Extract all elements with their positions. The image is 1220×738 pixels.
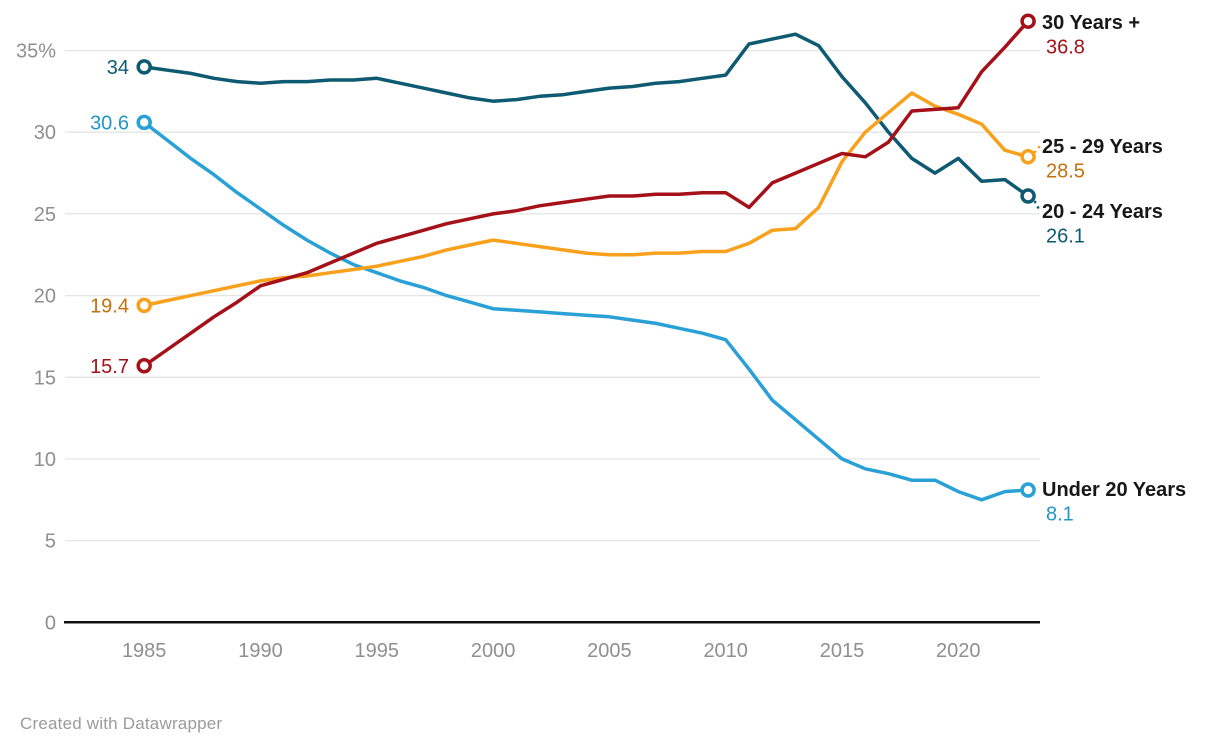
- series-start-value-20-24-years: 34: [107, 57, 129, 79]
- x-tick-label-2010: 2010: [703, 640, 748, 662]
- x-tick-label-2000: 2000: [471, 640, 516, 662]
- series-name-label-20-24-years: 20 - 24 Years: [1042, 201, 1163, 223]
- x-tick-label-1990: 1990: [238, 640, 283, 662]
- y-tick-label-20: 20: [34, 286, 56, 308]
- series-start-value-30-years-plus: 15.7: [90, 356, 129, 378]
- series-start-marker-under-20-years: [136, 114, 152, 131]
- series-line-20-24-years: [142, 32, 1030, 198]
- x-tick-label-1995: 1995: [355, 640, 400, 662]
- datawrapper-credit: Created with Datawrapper: [20, 714, 223, 733]
- series-end-value-under-20-years: 8.1: [1046, 504, 1074, 526]
- series-end-value-25-29-years: 28.5: [1046, 160, 1085, 182]
- label-leader-dots-25-29-years: [1033, 144, 1042, 154]
- series-start-marker-25-29-years: [136, 297, 152, 314]
- y-tick-label-35: 35%: [16, 41, 56, 63]
- y-tick-label-0: 0: [45, 612, 56, 634]
- x-tick-label-1985: 1985: [122, 640, 167, 662]
- series-start-value-under-20-years: 30.6: [90, 112, 129, 134]
- series-end-marker-25-29-years: [1020, 149, 1036, 165]
- series-name-label-30-years-plus: 30 Years +: [1042, 12, 1140, 34]
- series-end-marker-30-years-plus: [1020, 13, 1036, 29]
- series-line-30-years-plus: [142, 19, 1030, 368]
- y-tick-label-10: 10: [34, 449, 56, 471]
- series-end-marker-20-24-years: [1020, 188, 1036, 204]
- y-tick-label-5: 5: [45, 531, 56, 553]
- series-start-marker-30-years-plus: [136, 358, 152, 374]
- series-start-marker-20-24-years: [136, 59, 152, 75]
- series-end-marker-under-20-years: [1020, 482, 1036, 498]
- y-tick-label-25: 25: [34, 204, 56, 226]
- x-tick-label-2015: 2015: [820, 640, 865, 662]
- series-name-label-under-20-years: Under 20 Years: [1042, 479, 1186, 501]
- x-tick-label-2020: 2020: [936, 640, 981, 662]
- series-start-value-25-29-years: 19.4: [90, 295, 129, 317]
- x-tick-label-2005: 2005: [587, 640, 632, 662]
- series-line-under-20-years: [142, 120, 1030, 502]
- y-tick-label-15: 15: [34, 367, 56, 389]
- label-leader-dots-20-24-years: [1033, 200, 1042, 213]
- series-end-value-20-24-years: 26.1: [1046, 226, 1085, 248]
- y-tick-label-30: 30: [34, 122, 56, 144]
- series-end-value-30-years-plus: 36.8: [1046, 37, 1085, 59]
- series-name-label-25-29-years: 25 - 29 Years: [1042, 136, 1163, 158]
